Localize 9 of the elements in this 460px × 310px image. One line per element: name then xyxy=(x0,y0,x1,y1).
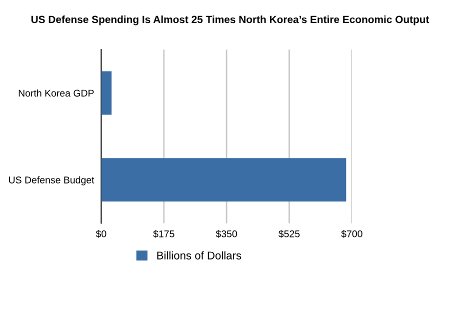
y-tick-label: North Korea GDP xyxy=(18,89,94,97)
chart-title: US Defense Spending Is Almost 25 Times North Korea’s Entire Economic Output xyxy=(31,16,430,26)
x-tick-label: $525 xyxy=(278,230,300,238)
x-tick-label: $350 xyxy=(216,230,237,238)
x-tick-label: $175 xyxy=(153,230,174,238)
x-tick-label: $0 xyxy=(96,230,106,238)
legend-label: Billions of Dollars xyxy=(157,251,242,260)
x-tick-label: $700 xyxy=(341,230,362,238)
y-tick-label: US Defense Budget xyxy=(9,176,94,186)
